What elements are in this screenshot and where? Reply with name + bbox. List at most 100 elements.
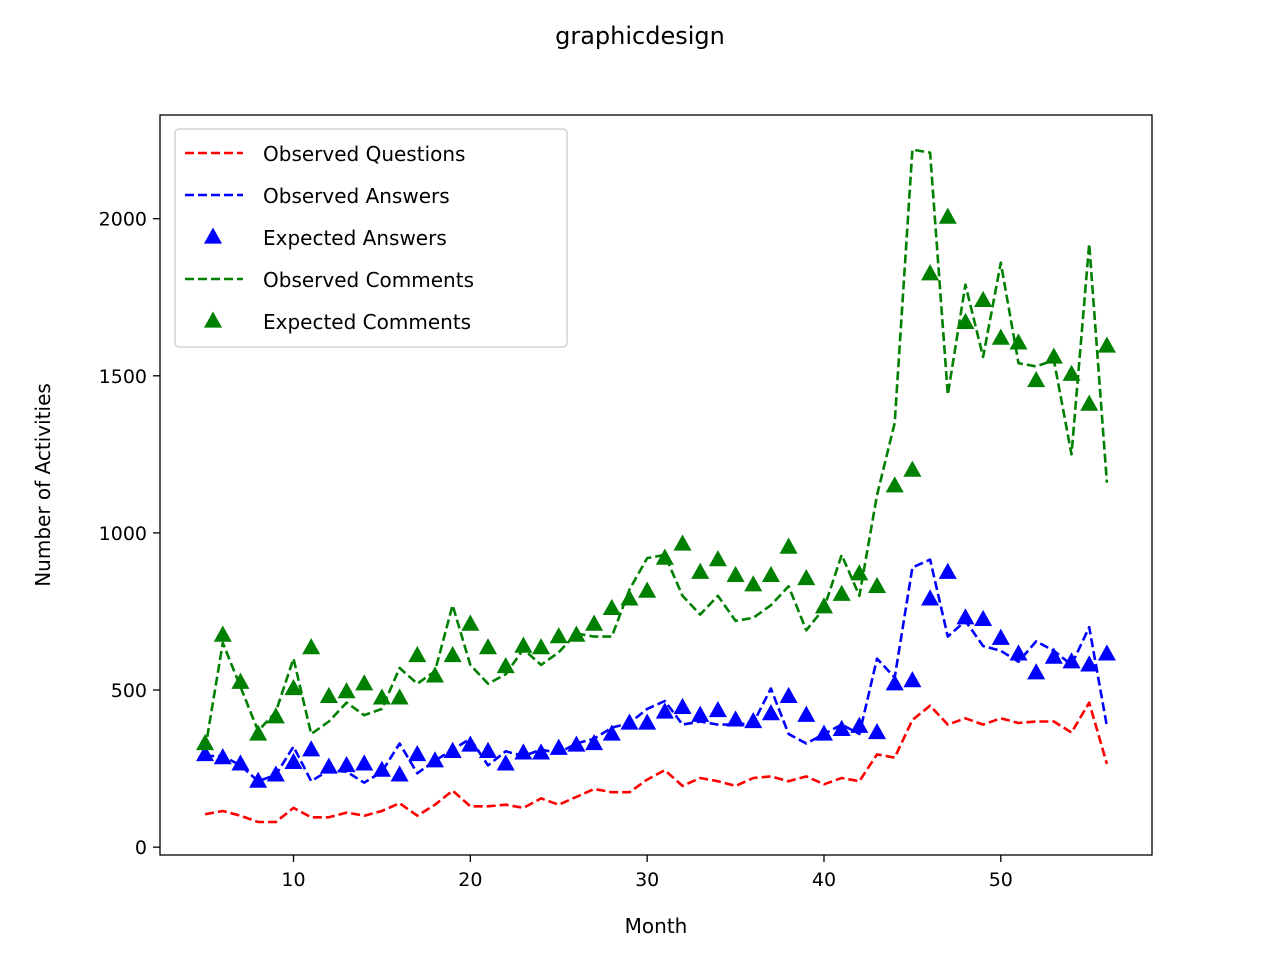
x-axis-label: Month <box>625 914 688 938</box>
marker-expected-comments-6 <box>213 625 232 642</box>
marker-expected-answers-22 <box>496 754 515 771</box>
x-tick-label-10: 10 <box>281 869 305 891</box>
x-tick-label-20: 20 <box>458 869 482 891</box>
marker-expected-comments-8 <box>249 724 268 741</box>
marker-expected-answers-43 <box>868 722 887 740</box>
marker-expected-answers-37 <box>761 704 780 721</box>
legend-label-observed-questions: Observed Questions <box>263 142 465 166</box>
marker-expected-answers-33 <box>691 705 710 722</box>
marker-expected-answers-35 <box>726 710 745 727</box>
marker-expected-comments-12 <box>319 686 338 703</box>
y-tick-label-500: 500 <box>111 680 147 702</box>
marker-expected-answers-17 <box>408 744 427 762</box>
marker-expected-answers-16 <box>390 765 409 782</box>
marker-expected-comments-30 <box>638 581 657 598</box>
marker-expected-answers-12 <box>319 757 338 774</box>
marker-expected-answers-48 <box>956 608 975 625</box>
y-tick-label-2000: 2000 <box>99 209 147 231</box>
series-markers-expected-comments <box>196 207 1116 751</box>
marker-expected-comments-25 <box>549 627 568 644</box>
marker-expected-comments-54 <box>1062 364 1081 381</box>
legend-label-expected-answers: Expected Answers <box>263 226 447 250</box>
marker-expected-comments-39 <box>797 568 816 586</box>
marker-expected-comments-46 <box>921 264 940 281</box>
chart-title: graphicdesign <box>555 22 725 50</box>
marker-expected-comments-22 <box>496 656 515 674</box>
marker-expected-comments-33 <box>691 562 710 579</box>
marker-expected-answers-34 <box>708 700 727 718</box>
marker-expected-comments-26 <box>567 625 586 642</box>
marker-expected-comments-36 <box>744 575 763 592</box>
x-axis: 10 20 30 40 50 <box>281 855 1013 891</box>
marker-expected-comments-23 <box>514 636 533 653</box>
marker-expected-answers-47 <box>938 562 957 579</box>
y-axis: 0 500 1000 1500 2000 <box>99 209 160 859</box>
marker-expected-comments-13 <box>337 682 356 699</box>
marker-expected-answers-31 <box>655 702 674 719</box>
marker-expected-answers-25 <box>549 738 568 755</box>
marker-expected-comments-28 <box>602 598 621 615</box>
marker-expected-comments-11 <box>302 638 321 655</box>
series-line-observed-questions <box>204 701 1109 824</box>
marker-expected-answers-26 <box>567 735 586 752</box>
marker-expected-answers-23 <box>514 743 533 760</box>
marker-expected-answers-8 <box>249 771 268 788</box>
series-markers-expected-answers <box>196 562 1116 788</box>
marker-expected-comments-49 <box>974 290 993 308</box>
legend-label-observed-comments: Observed Comments <box>263 268 474 292</box>
x-tick-label-50: 50 <box>989 869 1013 891</box>
legend-box <box>174 128 568 348</box>
marker-expected-comments-15 <box>372 688 391 705</box>
marker-expected-comments-35 <box>726 565 745 582</box>
marker-expected-answers-7 <box>231 754 250 771</box>
legend: Observed Questions Observed Answers Expect… <box>174 128 568 348</box>
marker-expected-answers-56 <box>1097 644 1116 661</box>
marker-expected-answers-36 <box>744 711 763 729</box>
marker-expected-comments-7 <box>231 672 250 689</box>
marker-expected-answers-14 <box>355 754 374 771</box>
marker-expected-answers-49 <box>974 609 993 626</box>
marker-expected-comments-41 <box>832 584 851 601</box>
marker-expected-answers-6 <box>213 748 232 765</box>
marker-expected-answers-15 <box>372 760 391 777</box>
marker-expected-comments-48 <box>956 312 975 330</box>
legend-marker-expected-answers <box>203 227 223 244</box>
marker-expected-comments-47 <box>938 207 957 224</box>
series-layer <box>196 148 1116 824</box>
x-tick-label-40: 40 <box>812 869 836 891</box>
marker-expected-answers-18 <box>425 751 444 768</box>
marker-expected-comments-43 <box>868 576 887 593</box>
marker-expected-answers-41 <box>832 719 851 736</box>
x-tick-label-30: 30 <box>635 869 659 891</box>
marker-expected-comments-16 <box>390 688 409 705</box>
marker-expected-comments-55 <box>1080 394 1099 411</box>
marker-expected-comments-10 <box>284 678 303 696</box>
marker-expected-answers-9 <box>266 765 285 782</box>
marker-expected-answers-45 <box>903 671 922 688</box>
marker-expected-comments-52 <box>1027 371 1046 388</box>
marker-expected-comments-53 <box>1044 347 1063 364</box>
marker-expected-comments-24 <box>532 638 551 655</box>
marker-expected-comments-21 <box>478 638 498 655</box>
y-axis-label: Number of Activities <box>31 383 55 587</box>
marker-expected-answers-19 <box>443 741 462 758</box>
marker-expected-answers-11 <box>302 740 321 757</box>
marker-expected-comments-44 <box>885 476 904 493</box>
marker-expected-answers-40 <box>814 724 834 741</box>
marker-expected-comments-17 <box>408 645 427 663</box>
marker-expected-comments-56 <box>1097 336 1116 353</box>
marker-expected-comments-34 <box>708 550 727 567</box>
marker-expected-answers-51 <box>1009 644 1028 661</box>
marker-expected-comments-40 <box>814 597 834 614</box>
legend-label-expected-comments: Expected Comments <box>263 310 471 334</box>
marker-expected-answers-10 <box>284 752 303 769</box>
marker-expected-answers-39 <box>797 705 816 722</box>
marker-expected-comments-32 <box>673 534 692 551</box>
marker-expected-answers-52 <box>1027 663 1046 680</box>
marker-expected-answers-38 <box>779 686 798 703</box>
marker-expected-answers-55 <box>1080 655 1099 672</box>
marker-expected-answers-30 <box>638 713 657 730</box>
marker-expected-comments-42 <box>850 564 869 581</box>
marker-expected-comments-19 <box>443 645 462 663</box>
series-line-observed-comments <box>203 148 1109 750</box>
